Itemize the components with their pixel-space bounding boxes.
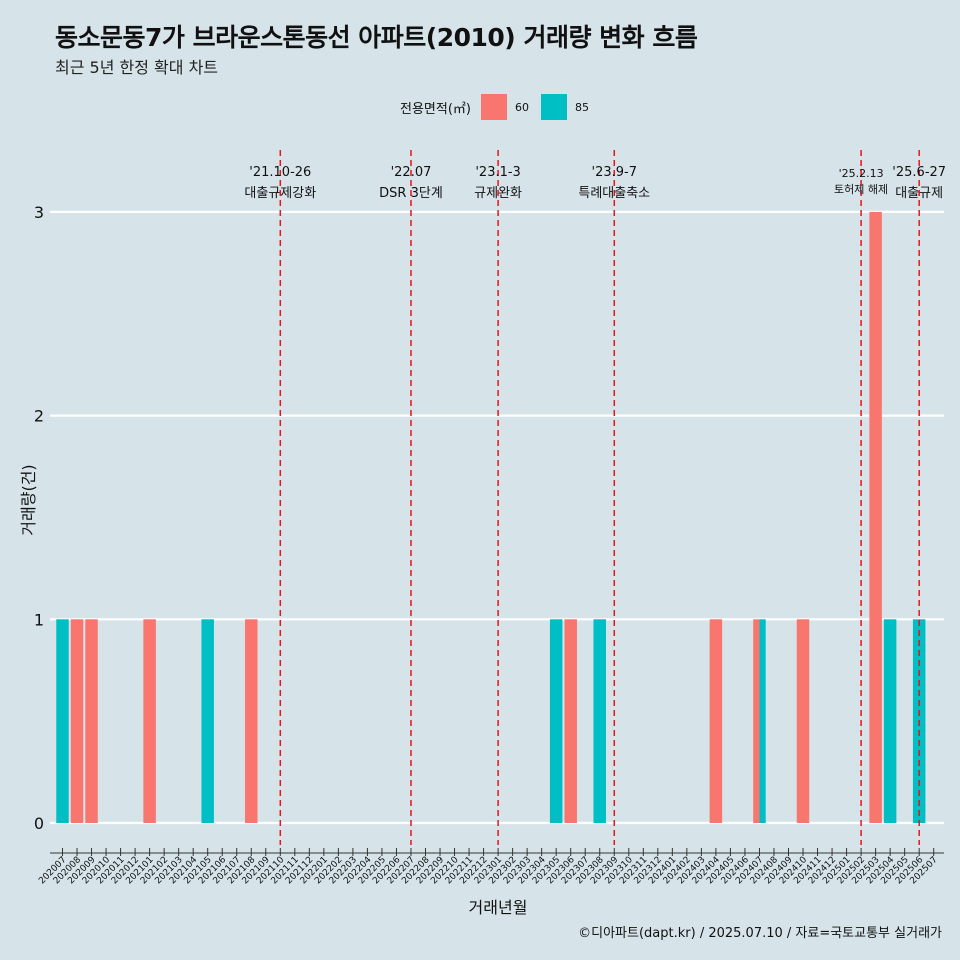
bar-85-202105 bbox=[201, 619, 214, 823]
legend-swatch-85 bbox=[540, 94, 567, 120]
event-label: 규제완화 bbox=[474, 186, 522, 201]
bar-85-202007 bbox=[56, 619, 69, 823]
bar-60-202101 bbox=[143, 619, 156, 823]
x-axis-title: 거래년월 bbox=[469, 898, 528, 917]
bar-60-202407 bbox=[753, 619, 760, 823]
legend-swatch-60 bbox=[480, 94, 507, 120]
event-date: '21.10-26 bbox=[249, 165, 311, 180]
y-tick-label: 3 bbox=[34, 203, 44, 222]
bar-60-202306 bbox=[564, 619, 577, 823]
legend-label-85: 85 bbox=[574, 100, 589, 114]
event-date: '23.1-3 bbox=[475, 165, 520, 180]
legend-label-60: 60 bbox=[514, 100, 529, 114]
event-label: 대출규제강화 bbox=[244, 186, 316, 201]
bar-60-202108 bbox=[245, 619, 258, 823]
bar-85-202308 bbox=[593, 619, 606, 823]
bar-60-202503 bbox=[869, 211, 882, 823]
y-tick-label: 1 bbox=[34, 610, 44, 629]
bar-60-202404 bbox=[709, 619, 723, 823]
event-date: '25.2.13 bbox=[839, 167, 884, 180]
event-date: '22.07 bbox=[391, 165, 432, 180]
bar-85-202407 bbox=[759, 619, 766, 823]
event-label: DSR 3단계 bbox=[379, 186, 443, 201]
bar-60-202008 bbox=[70, 619, 84, 823]
bar-60-202410 bbox=[796, 619, 810, 823]
bar-60-202009 bbox=[85, 619, 98, 823]
event-date: '23.9-7 bbox=[592, 165, 637, 180]
y-axis-title: 거래량(건) bbox=[19, 464, 38, 535]
event-label: 토허제 해제 bbox=[834, 182, 888, 196]
bar-85-202504 bbox=[883, 619, 897, 823]
chart-subtitle: 최근 5년 한정 확대 차트 bbox=[55, 58, 219, 77]
legend-title: 전용면적(㎡) bbox=[400, 101, 471, 117]
event-label: 대출규제 bbox=[895, 186, 943, 201]
legend: 전용면적(㎡) 60 85 bbox=[400, 93, 601, 121]
bar-85-202305 bbox=[549, 619, 563, 823]
source-caption: ©디아파트(dapt.kr) / 2025.07.10 / 자료=국토교통부 실… bbox=[578, 926, 942, 941]
event-label: 특례대출축소 bbox=[578, 186, 650, 201]
y-tick-label: 0 bbox=[34, 814, 44, 833]
event-date: '25.6-27 bbox=[892, 165, 946, 180]
y-tick-label: 2 bbox=[34, 407, 44, 426]
chart-title: 동소문동7가 브라운스톤동선 아파트(2010) 거래량 변화 흐름 bbox=[55, 23, 698, 52]
